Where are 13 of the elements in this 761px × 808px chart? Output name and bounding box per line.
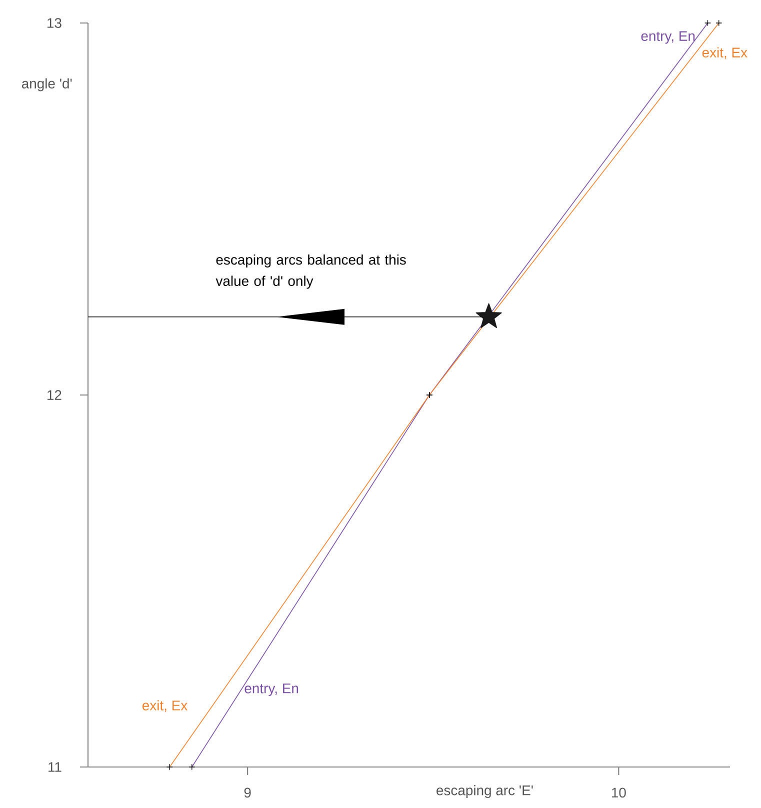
annotation: exit, Ex xyxy=(142,700,188,712)
annotation: entry, En xyxy=(244,684,298,696)
y-axis-title: angle 'd' xyxy=(22,78,72,92)
x-axis-title: escaping arc 'E' xyxy=(436,785,533,798)
point xyxy=(476,303,502,328)
x-tick-label: 9 xyxy=(244,788,251,798)
y-tick-label: 12 xyxy=(48,390,62,400)
y-tick-label: 13 xyxy=(48,18,62,28)
y-tick-label: 11 xyxy=(48,762,62,772)
series-label: entry, En xyxy=(641,31,695,44)
annotation: escaping arcs balanced at this value of 'd' only xyxy=(216,254,406,289)
series-label: exit, Ex xyxy=(702,47,748,60)
x-tick-label: 10 xyxy=(612,788,626,798)
